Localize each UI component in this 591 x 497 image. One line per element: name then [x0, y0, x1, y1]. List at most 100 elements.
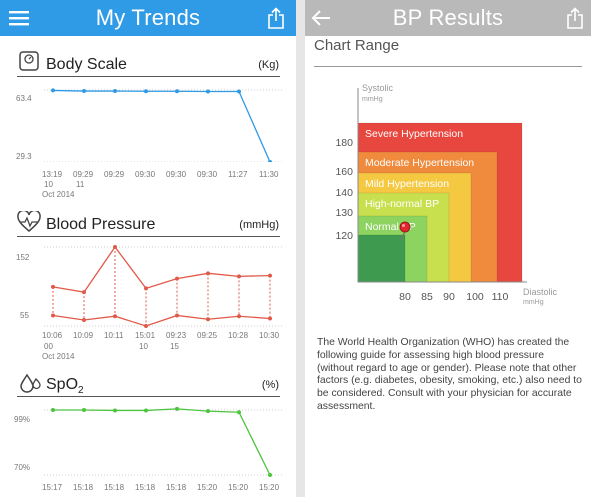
spo2-time-label: 15:20 — [259, 483, 280, 492]
body-scale-y-min: 29.3 — [16, 152, 32, 161]
spo2-point[interactable] — [268, 473, 272, 477]
blood-pressure-time-label: 10:30 — [259, 331, 280, 340]
bp-zone-label: Moderate Hypertension — [365, 157, 474, 169]
body-scale-title: Body Scale — [46, 56, 127, 73]
spo2-title-subscript: 2 — [78, 385, 84, 397]
chart-range-title: Chart Range — [314, 37, 400, 54]
diastolic-point[interactable] — [144, 324, 148, 328]
y-tick-label: 120 — [335, 230, 353, 242]
x-tick-label: 90 — [443, 291, 455, 303]
systolic-point[interactable] — [144, 286, 148, 291]
body-scale-time-label: 09:29 — [104, 170, 125, 179]
bp-zone — [357, 234, 406, 283]
body-scale-unit: (Kg) — [258, 59, 279, 71]
weight-point[interactable] — [51, 88, 55, 93]
reading-marker-pin — [400, 230, 406, 241]
bp-classification-chart: Severe Hypertension Moderate Hypertension… — [335, 83, 557, 306]
bp-zone-label: Severe Hypertension — [365, 128, 463, 140]
systolic-point[interactable] — [113, 245, 117, 249]
body-scale-time-label: 11:27 — [228, 170, 248, 179]
reading-marker[interactable] — [399, 221, 411, 233]
blood-pressure-time-label: 15:01 — [135, 331, 156, 340]
systolic-point[interactable] — [175, 276, 179, 281]
weight-point[interactable] — [237, 89, 241, 94]
spo2-time-label: 15:20 — [228, 483, 249, 492]
heartbeat-icon — [17, 209, 41, 238]
body-scale-month-label: Oct 2014 — [42, 190, 75, 199]
my-trends-screen: My Trends Body Scale (Kg) 63.4 29.3 13:1… — [0, 0, 296, 497]
share-icon[interactable] — [565, 0, 585, 36]
spo2-chart — [44, 406, 282, 477]
body-scale-divider — [17, 76, 280, 77]
blood-pressure-date-label: 00 — [44, 342, 53, 351]
blood-pressure-time-label: 10:09 — [73, 331, 94, 340]
blood-pressure-month-label: Oct 2014 — [42, 352, 75, 361]
hamburger-menu-icon[interactable] — [8, 0, 30, 36]
blood-pressure-time-label: 09:25 — [197, 331, 218, 340]
share-icon[interactable] — [266, 0, 286, 36]
spo2-point[interactable] — [144, 408, 148, 413]
body-scale-time-label: 09:30 — [166, 170, 187, 179]
reading-marker-highlight — [402, 224, 405, 227]
spo2-point[interactable] — [206, 409, 210, 414]
spo2-unit: (%) — [261, 379, 279, 391]
spo2-point[interactable] — [51, 408, 55, 412]
systolic-point[interactable] — [82, 290, 86, 295]
weight-point[interactable] — [268, 160, 272, 162]
blood-pressure-chart — [44, 245, 282, 328]
spo2-title: SpO2 — [46, 376, 84, 396]
diastolic-point[interactable] — [82, 317, 86, 322]
x-axis-unit: mmHg — [523, 299, 544, 306]
systolic-point[interactable] — [268, 273, 272, 278]
y-tick-label: 160 — [335, 166, 353, 178]
body-scale-time-label: 09:30 — [197, 170, 218, 179]
weight-point[interactable] — [175, 89, 179, 94]
spo2-point[interactable] — [175, 406, 179, 411]
diastolic-point[interactable] — [206, 317, 210, 322]
spo2-point[interactable] — [82, 408, 86, 412]
weight-point[interactable] — [206, 89, 210, 94]
x-tick-label: 110 — [492, 291, 509, 303]
spo2-time-label: 15:17 — [42, 483, 63, 492]
diastolic-point[interactable] — [51, 313, 55, 318]
systolic-point[interactable] — [51, 284, 55, 289]
blood-pressure-divider — [17, 236, 280, 237]
blood-pressure-date-label: 15 — [170, 342, 179, 351]
blood-pressure-unit: (mmHg) — [239, 219, 279, 231]
spo2-point[interactable] — [113, 408, 117, 413]
spo2-time-label: 15:18 — [73, 483, 94, 492]
y-tick-label: 140 — [335, 187, 353, 199]
diastolic-point[interactable] — [175, 313, 179, 318]
back-arrow-icon[interactable] — [309, 0, 333, 36]
diastolic-point[interactable] — [113, 314, 117, 319]
weight-point[interactable] — [113, 89, 117, 94]
scale-icon — [19, 51, 39, 76]
blood-pressure-title: Blood Pressure — [46, 216, 156, 233]
x-tick-label: 80 — [399, 291, 411, 303]
spo2-time-label: 15:18 — [135, 483, 156, 492]
chart-range-divider — [314, 66, 582, 67]
spo2-point[interactable] — [237, 410, 241, 415]
x-tick-label: 100 — [466, 291, 484, 303]
diastolic-point[interactable] — [268, 316, 272, 321]
page-title: My Trends — [95, 5, 201, 30]
weight-point[interactable] — [82, 89, 86, 94]
spo2-y-max: 99% — [14, 415, 31, 424]
who-description: The World Health Organization (WHO) has … — [317, 337, 582, 412]
y-axis-unit: mmHg — [362, 96, 383, 103]
spo2-time-label: 15:18 — [166, 483, 187, 492]
diastolic-point[interactable] — [237, 314, 241, 319]
diastolic-line — [52, 314, 271, 327]
blood-pressure-time-label: 10:28 — [228, 331, 249, 340]
spo2-time-label: 15:18 — [104, 483, 125, 492]
body-scale-time-label: 09:29 — [73, 170, 94, 179]
spo2-y-min: 70% — [14, 463, 31, 472]
oxygen-drops-icon — [19, 373, 43, 398]
body-scale-time-label: 11:30 — [259, 170, 279, 179]
weight-point[interactable] — [144, 89, 148, 94]
y-axis-title: Systolic — [362, 83, 394, 93]
systolic-point[interactable] — [206, 271, 210, 276]
systolic-point[interactable] — [237, 274, 241, 279]
blood-pressure-time-label: 10:06 — [42, 331, 63, 340]
page-title: BP Results — [392, 5, 504, 30]
